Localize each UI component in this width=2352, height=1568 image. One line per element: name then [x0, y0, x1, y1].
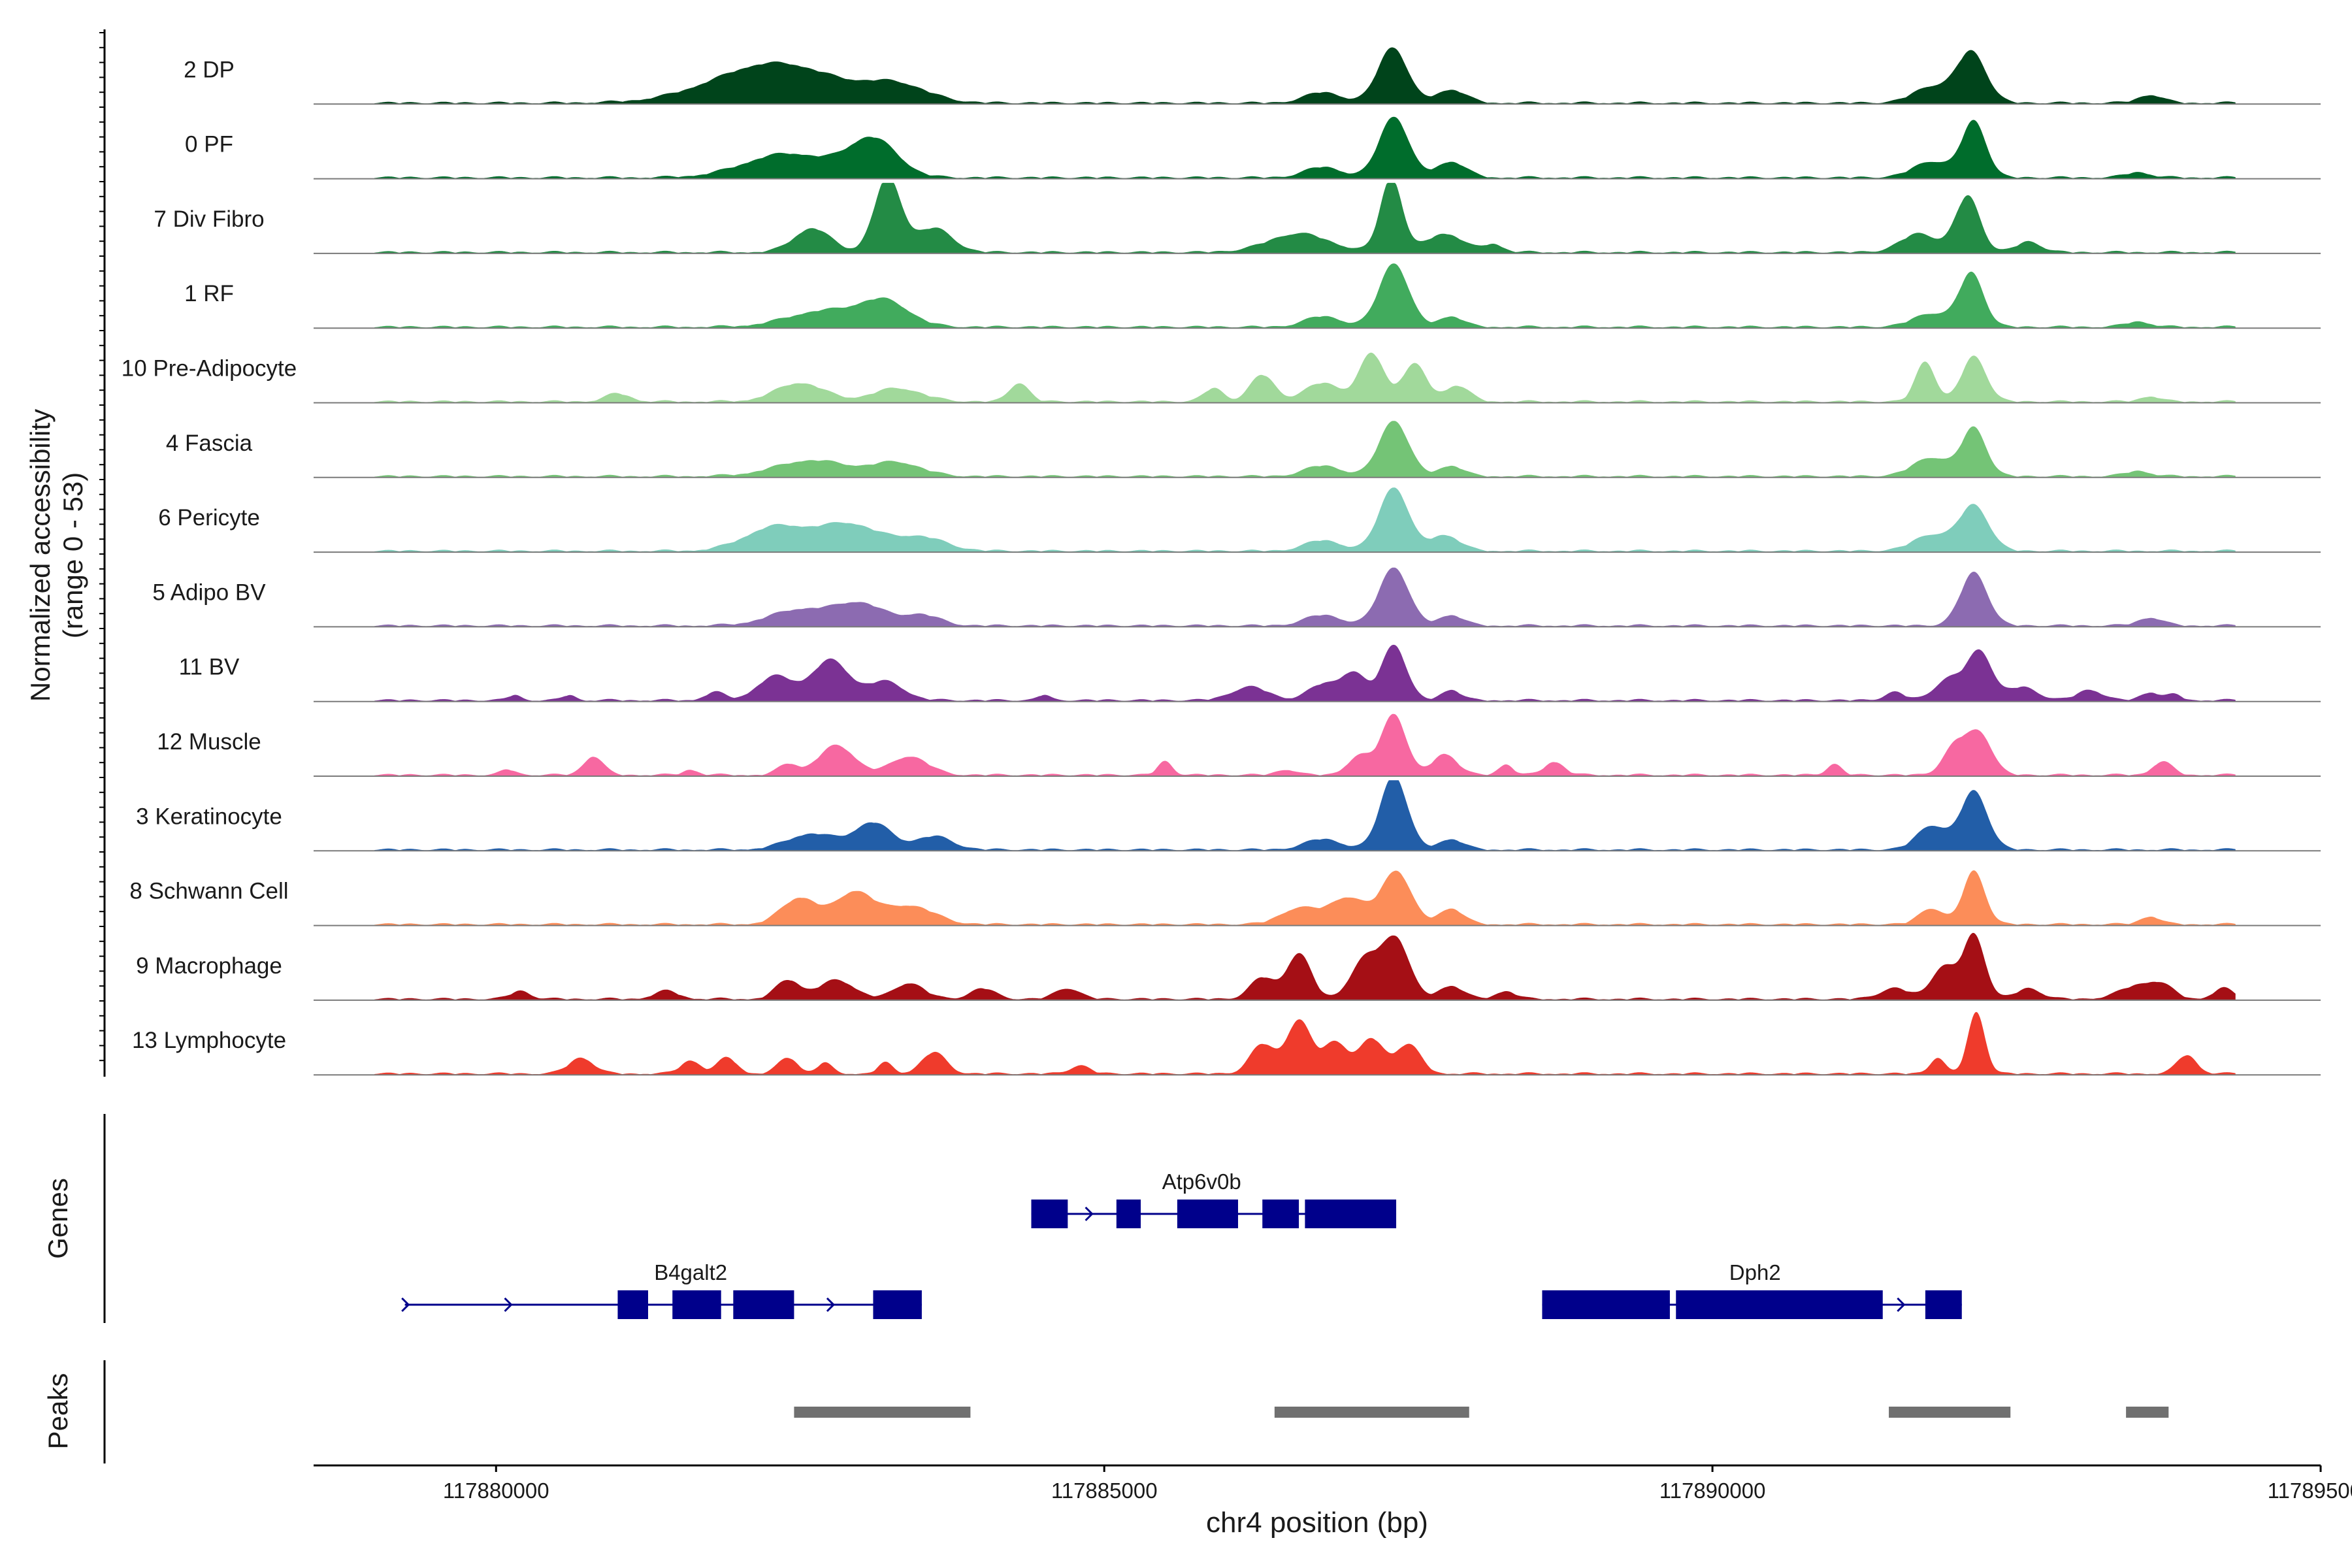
- gene-exon: [1177, 1200, 1238, 1228]
- gene-exon: [1116, 1200, 1141, 1228]
- coverage-area: [374, 47, 2236, 105]
- peak-region-track: [794, 1407, 2169, 1418]
- peak-region-bar: [1274, 1407, 1469, 1418]
- coverage-area: [374, 352, 2236, 403]
- peak-region-bar: [794, 1407, 971, 1418]
- strand-chevron: [504, 1297, 513, 1313]
- genes-track-label: Genes: [42, 1178, 73, 1259]
- gene-name-label: Atp6v0b: [1162, 1169, 1241, 1194]
- peak-region-bar: [1889, 1407, 2011, 1418]
- track-label: 11 BV: [179, 655, 240, 680]
- track-label: 6 Pericyte: [158, 505, 260, 531]
- strand-chevron: [401, 1297, 410, 1313]
- coverage-area: [374, 1011, 2236, 1075]
- x-tick-label: 117890000: [1659, 1478, 1766, 1503]
- track-label: 3 Keratinocyte: [136, 804, 282, 829]
- coverage-area: [374, 780, 2236, 851]
- gene-exon: [733, 1290, 794, 1319]
- coverage-area: [374, 116, 2236, 179]
- gene-name-label: Dph2: [1729, 1260, 1781, 1284]
- coverage-area: [374, 263, 2236, 329]
- y-axis-label: Normalized accessibility: [25, 409, 56, 702]
- x-axis-ticks: 117880000 117885000 117890000 117895000: [443, 1465, 2352, 1503]
- x-axis-label: chr4 position (bp): [1206, 1507, 1428, 1539]
- coverage-area: [374, 644, 2236, 702]
- track-label: 4 Fascia: [166, 431, 253, 456]
- gene-exon: [873, 1290, 922, 1319]
- track-label: 5 Adipo BV: [152, 580, 266, 605]
- track-label: 0 PF: [185, 132, 233, 157]
- gene-exon: [1676, 1290, 1883, 1319]
- track-label: 12 Muscle: [157, 729, 261, 755]
- gene-exon: [617, 1290, 648, 1319]
- track-label: 9 Macrophage: [136, 953, 282, 979]
- coverage-area: [374, 567, 2236, 627]
- strand-chevron: [826, 1297, 836, 1313]
- y-axis-ticks: [99, 32, 105, 1062]
- coverage-area: [374, 713, 2236, 776]
- peaks-track-label: Peaks: [42, 1373, 73, 1450]
- peak-region-bar: [2126, 1407, 2169, 1418]
- coverage-area: [374, 870, 2236, 926]
- x-tick-label: 117880000: [443, 1478, 549, 1503]
- gene-exon: [1262, 1200, 1299, 1228]
- gene-exon: [1031, 1200, 1068, 1228]
- track-label: 1 RF: [184, 281, 234, 306]
- gene-exon: [1542, 1290, 1670, 1319]
- track-label: 13 Lymphocyte: [132, 1028, 286, 1053]
- y-axis-sublabel: (range 0 - 53): [57, 472, 88, 638]
- track-label: 2 DP: [184, 57, 235, 82]
- strand-chevron: [1897, 1297, 1906, 1313]
- track-label: 10 Pre-Adipocyte: [122, 356, 297, 382]
- x-tick-label: 117885000: [1051, 1478, 1158, 1503]
- coverage-area: [374, 421, 2236, 478]
- x-tick-label: 117895000: [2268, 1478, 2352, 1503]
- coverage-area: [374, 182, 2236, 253]
- coverage-area: [374, 487, 2236, 553]
- track-label: 7 Div Fibro: [154, 206, 264, 232]
- gene-annotation-track: B4galt2 Atp6v0b Dph2: [401, 1169, 1962, 1319]
- gene-exon: [1925, 1290, 1962, 1319]
- gene-name-label: B4galt2: [654, 1260, 727, 1284]
- coverage-area: [374, 932, 2236, 1000]
- gene-exon: [672, 1290, 721, 1319]
- coverage-tracks: 2 DP 0 PF 7 Div Fibro 1 RF 10 Pre-Adipocyte 4…: [122, 47, 2321, 1076]
- track-label: 8 Schwann Cell: [129, 879, 288, 904]
- gene-exon: [1305, 1200, 1397, 1228]
- strand-chevron: [1085, 1206, 1094, 1222]
